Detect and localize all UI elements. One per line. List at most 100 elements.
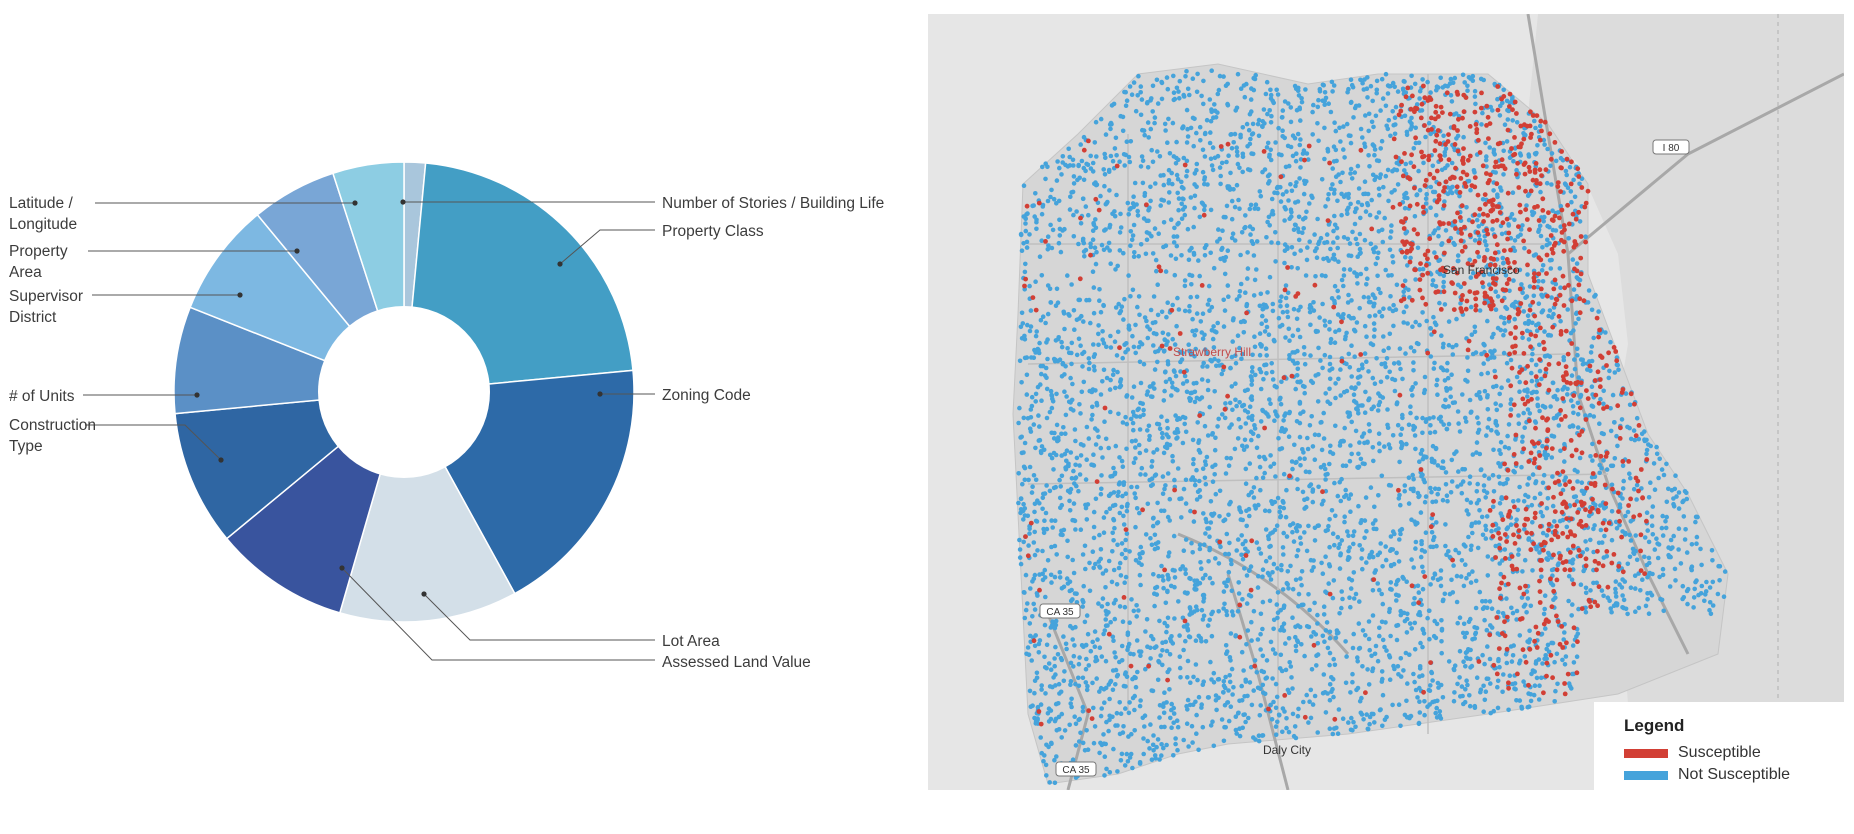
not-susceptible-point [1488, 681, 1493, 686]
not-susceptible-point [1245, 410, 1251, 415]
not-susceptible-point [1529, 357, 1534, 363]
not-susceptible-point [1122, 89, 1127, 95]
not-susceptible-point [1568, 330, 1574, 336]
not-susceptible-point [1025, 645, 1031, 650]
not-susceptible-point [1043, 510, 1049, 516]
not-susceptible-point [1521, 679, 1526, 684]
not-susceptible-point [1209, 304, 1215, 310]
not-susceptible-point [1569, 686, 1574, 691]
not-susceptible-point [1228, 456, 1233, 461]
not-susceptible-point [1684, 496, 1690, 502]
not-susceptible-point [1567, 424, 1573, 430]
not-susceptible-point [1583, 585, 1589, 591]
not-susceptible-point [1260, 475, 1266, 481]
not-susceptible-point [1451, 563, 1456, 568]
not-susceptible-point [1446, 319, 1452, 324]
not-susceptible-point [1417, 666, 1423, 671]
not-susceptible-point [1280, 192, 1286, 197]
not-susceptible-point [1098, 491, 1104, 497]
not-susceptible-point [1372, 313, 1378, 318]
not-susceptible-point [1128, 751, 1134, 757]
not-susceptible-point [1306, 523, 1311, 529]
not-susceptible-point [1306, 592, 1311, 597]
not-susceptible-point [1388, 229, 1394, 234]
not-susceptible-point [1177, 96, 1182, 101]
not-susceptible-point [1388, 133, 1393, 139]
not-susceptible-point [1240, 443, 1245, 449]
not-susceptible-point [1131, 194, 1136, 199]
not-susceptible-point [1174, 243, 1180, 249]
not-susceptible-point [1431, 415, 1436, 420]
not-susceptible-point [1587, 412, 1593, 418]
not-susceptible-point [1689, 567, 1694, 573]
not-susceptible-point [1685, 586, 1691, 592]
not-susceptible-point [1185, 658, 1191, 664]
not-susceptible-point [1478, 687, 1484, 692]
not-susceptible-point [1148, 722, 1153, 727]
not-susceptible-point [1271, 100, 1276, 106]
not-susceptible-point [1283, 411, 1288, 416]
not-susceptible-point [1059, 431, 1064, 437]
not-susceptible-point [1166, 116, 1171, 122]
not-susceptible-point [1280, 706, 1286, 711]
not-susceptible-point [1347, 365, 1353, 370]
not-susceptible-point [1413, 546, 1418, 551]
not-susceptible-point [1387, 445, 1393, 451]
not-susceptible-point [1316, 484, 1321, 490]
not-susceptible-point [1072, 591, 1078, 596]
not-susceptible-point [1469, 409, 1474, 415]
not-susceptible-point [1017, 358, 1023, 364]
not-susceptible-point [1364, 266, 1369, 272]
not-susceptible-point [1194, 497, 1200, 502]
not-susceptible-point [1683, 527, 1688, 532]
not-susceptible-point [1470, 530, 1475, 536]
not-susceptible-point [1439, 626, 1445, 632]
not-susceptible-point [1297, 624, 1303, 630]
label-assessed: Assessed Land Value [662, 654, 811, 671]
not-susceptible-point [1248, 97, 1254, 102]
not-susceptible-point [1270, 647, 1276, 652]
not-susceptible-point [1182, 373, 1188, 379]
not-susceptible-point [1332, 120, 1337, 125]
not-susceptible-point [1498, 440, 1504, 445]
not-susceptible-point [1442, 153, 1448, 158]
not-susceptible-point [1502, 122, 1508, 127]
not-susceptible-point [1132, 250, 1137, 255]
not-susceptible-point [1215, 153, 1221, 159]
not-susceptible-point [1094, 249, 1099, 255]
not-susceptible-point [1285, 290, 1291, 296]
not-susceptible-point [1375, 408, 1381, 413]
not-susceptible-point [1096, 559, 1102, 564]
not-susceptible-point [1210, 719, 1215, 724]
not-susceptible-point [1224, 531, 1230, 537]
not-susceptible-point [1184, 107, 1190, 113]
not-susceptible-point [1153, 257, 1159, 263]
not-susceptible-point [1172, 477, 1177, 483]
not-susceptible-point [1392, 188, 1397, 193]
not-susceptible-point [1468, 547, 1474, 552]
not-susceptible-point [1428, 184, 1434, 190]
not-susceptible-point [1251, 293, 1257, 298]
not-susceptible-point [1307, 239, 1312, 244]
not-susceptible-point [1482, 343, 1487, 348]
not-susceptible-point [1710, 579, 1716, 585]
not-susceptible-point [1501, 672, 1506, 677]
not-susceptible-point [1209, 68, 1214, 73]
not-susceptible-point [1182, 278, 1188, 283]
not-susceptible-point [1108, 153, 1114, 159]
not-susceptible-point [1593, 502, 1598, 508]
not-susceptible-point [1390, 80, 1396, 86]
not-susceptible-point [1660, 513, 1665, 519]
not-susceptible-point [1176, 196, 1182, 201]
not-susceptible-point [1550, 208, 1555, 213]
not-susceptible-point [1211, 670, 1217, 676]
not-susceptible-point [1085, 502, 1091, 507]
dot-property-class [557, 261, 563, 267]
not-susceptible-point [1402, 205, 1408, 211]
donut-chart: Number of Stories / Building Life Proper… [9, 161, 884, 671]
not-susceptible-point [1193, 662, 1199, 667]
not-susceptible-point [1409, 115, 1414, 121]
not-susceptible-point [1467, 474, 1473, 480]
not-susceptible-point [1199, 607, 1205, 613]
not-susceptible-point [1444, 426, 1450, 432]
